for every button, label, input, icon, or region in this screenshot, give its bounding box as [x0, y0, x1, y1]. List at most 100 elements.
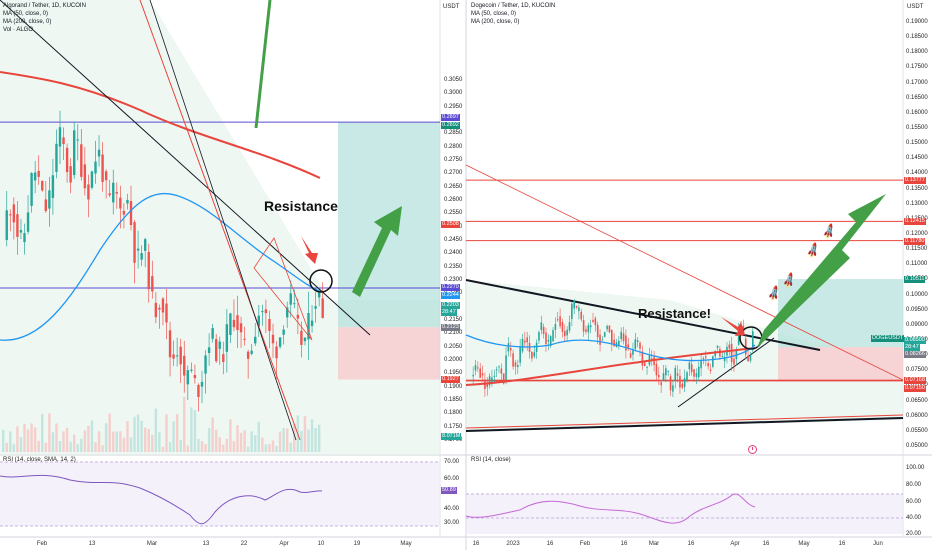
candle-body	[243, 338, 246, 340]
volume-bar	[12, 444, 16, 452]
left-price-axis-label: 0.2100	[444, 330, 463, 337]
left-date-axis-label: Feb	[36, 541, 48, 547]
candle-body	[119, 197, 122, 209]
volume-bar	[215, 429, 218, 452]
volume-bar	[97, 431, 101, 452]
volume-bar	[218, 437, 221, 452]
right-currency-label: USDT	[907, 4, 924, 10]
candle-body	[554, 324, 557, 330]
candle-body	[275, 346, 278, 359]
volume-bar	[286, 428, 289, 452]
candle-body	[716, 345, 719, 348]
candle-body	[587, 325, 590, 333]
volume-bar	[37, 440, 40, 452]
candle-body	[545, 332, 547, 345]
right-price-axis-label: 0.16000	[906, 109, 928, 116]
candle-body	[629, 353, 632, 358]
left-price-axis-label: 0.2950	[444, 103, 463, 110]
volume-bar	[136, 414, 140, 452]
right-date-axis-label: May	[798, 541, 810, 547]
volume-bar	[275, 445, 278, 452]
candle-body	[317, 291, 321, 298]
candle-body	[165, 303, 168, 323]
candle-body	[495, 369, 498, 371]
left-ma200-line	[0, 71, 321, 179]
right-red-trendline	[465, 164, 904, 381]
volume-bar	[207, 428, 211, 452]
candle-body	[207, 347, 211, 354]
left-date-axis-label: 22	[240, 541, 248, 547]
candle-body	[625, 335, 627, 351]
left-green-shaded-area	[0, 0, 440, 455]
volume-bar	[300, 430, 303, 452]
candle-body	[229, 313, 232, 336]
candle-body	[65, 147, 69, 173]
candle-body	[509, 347, 512, 351]
left-ma200-legend[interactable]: MA (200, close, 0)	[3, 19, 52, 25]
left-price-axis-label: 0.1750	[444, 423, 463, 430]
volume-bar	[158, 432, 161, 452]
left-symbol-title[interactable]: Algorand / Tether, 1D, KUCOIN	[3, 3, 86, 9]
candle-body	[310, 320, 314, 327]
right-red-arrow	[721, 317, 745, 336]
right-date-axis-label: 2023	[506, 541, 520, 547]
volume-bar	[161, 446, 165, 452]
volume-bar	[271, 440, 275, 452]
candle-body	[592, 319, 594, 322]
candle-body	[658, 374, 660, 378]
candle-body	[596, 324, 599, 338]
volume-bar	[69, 441, 72, 452]
candle-body	[672, 385, 674, 392]
right-ma50-legend[interactable]: MA (50, close, 0)	[471, 11, 517, 17]
right-resistance-annotation[interactable]: Resistance!	[638, 306, 711, 321]
candle-body	[712, 356, 714, 367]
volume-bar	[154, 408, 158, 452]
candle-body	[737, 328, 740, 345]
left-ma50-legend[interactable]: MA (50, close, 0)	[3, 11, 49, 17]
volume-bar	[211, 417, 214, 452]
candle-body	[51, 175, 55, 198]
candle-body	[709, 369, 712, 371]
right-symbol-title[interactable]: Dogecoin / Tether, 1D, KUCOIN	[471, 3, 556, 9]
volume-bar	[229, 419, 232, 452]
right-rsi-legend[interactable]: RSI (14, close)	[471, 457, 511, 463]
candle-body	[197, 384, 200, 397]
left-price-tag: 0.2892	[441, 122, 460, 130]
volume-bar	[246, 446, 250, 452]
right-price-axis-label: 0.17500	[906, 64, 928, 71]
candle-body	[246, 351, 250, 359]
right-ma200-legend[interactable]: MA (200, close, 0)	[471, 19, 520, 25]
right-rsi-axis-label: 100.00	[906, 465, 925, 471]
left-black-trendline-2	[149, 0, 297, 441]
candle-body	[622, 333, 625, 341]
candle-body	[521, 338, 524, 352]
candle-body	[498, 366, 500, 368]
left-volume-legend[interactable]: Vol · ALGO	[3, 27, 34, 33]
candle-body	[204, 355, 207, 374]
candle-body	[115, 192, 118, 194]
right-rsi-band	[466, 494, 903, 534]
left-resistance-annotation[interactable]: Resistance	[264, 198, 338, 214]
volume-bar	[129, 437, 133, 452]
right-price-axis-label: 0.10000	[906, 291, 928, 298]
left-stop-zone	[338, 327, 440, 380]
candle-body	[289, 293, 292, 305]
right-price-tag: 0.11780	[904, 237, 926, 245]
candle-body	[172, 354, 175, 359]
candle-body	[303, 337, 307, 342]
volume-bar	[183, 396, 186, 452]
volume-bar	[239, 432, 243, 452]
candle-body	[573, 300, 575, 309]
candle-body	[41, 181, 44, 191]
left-rsi-legend[interactable]: RSI (14, close, SMA, 14, 2)	[3, 457, 76, 463]
right-price-axis-label: 0.18000	[906, 49, 928, 56]
volume-bar	[30, 423, 33, 452]
volume-bar	[80, 438, 83, 452]
candle-body	[639, 342, 641, 349]
candle-body	[620, 331, 622, 340]
clock-icon[interactable]	[748, 445, 757, 454]
candle-body	[646, 366, 648, 368]
candle-body	[90, 171, 94, 188]
candle-body	[186, 370, 189, 385]
